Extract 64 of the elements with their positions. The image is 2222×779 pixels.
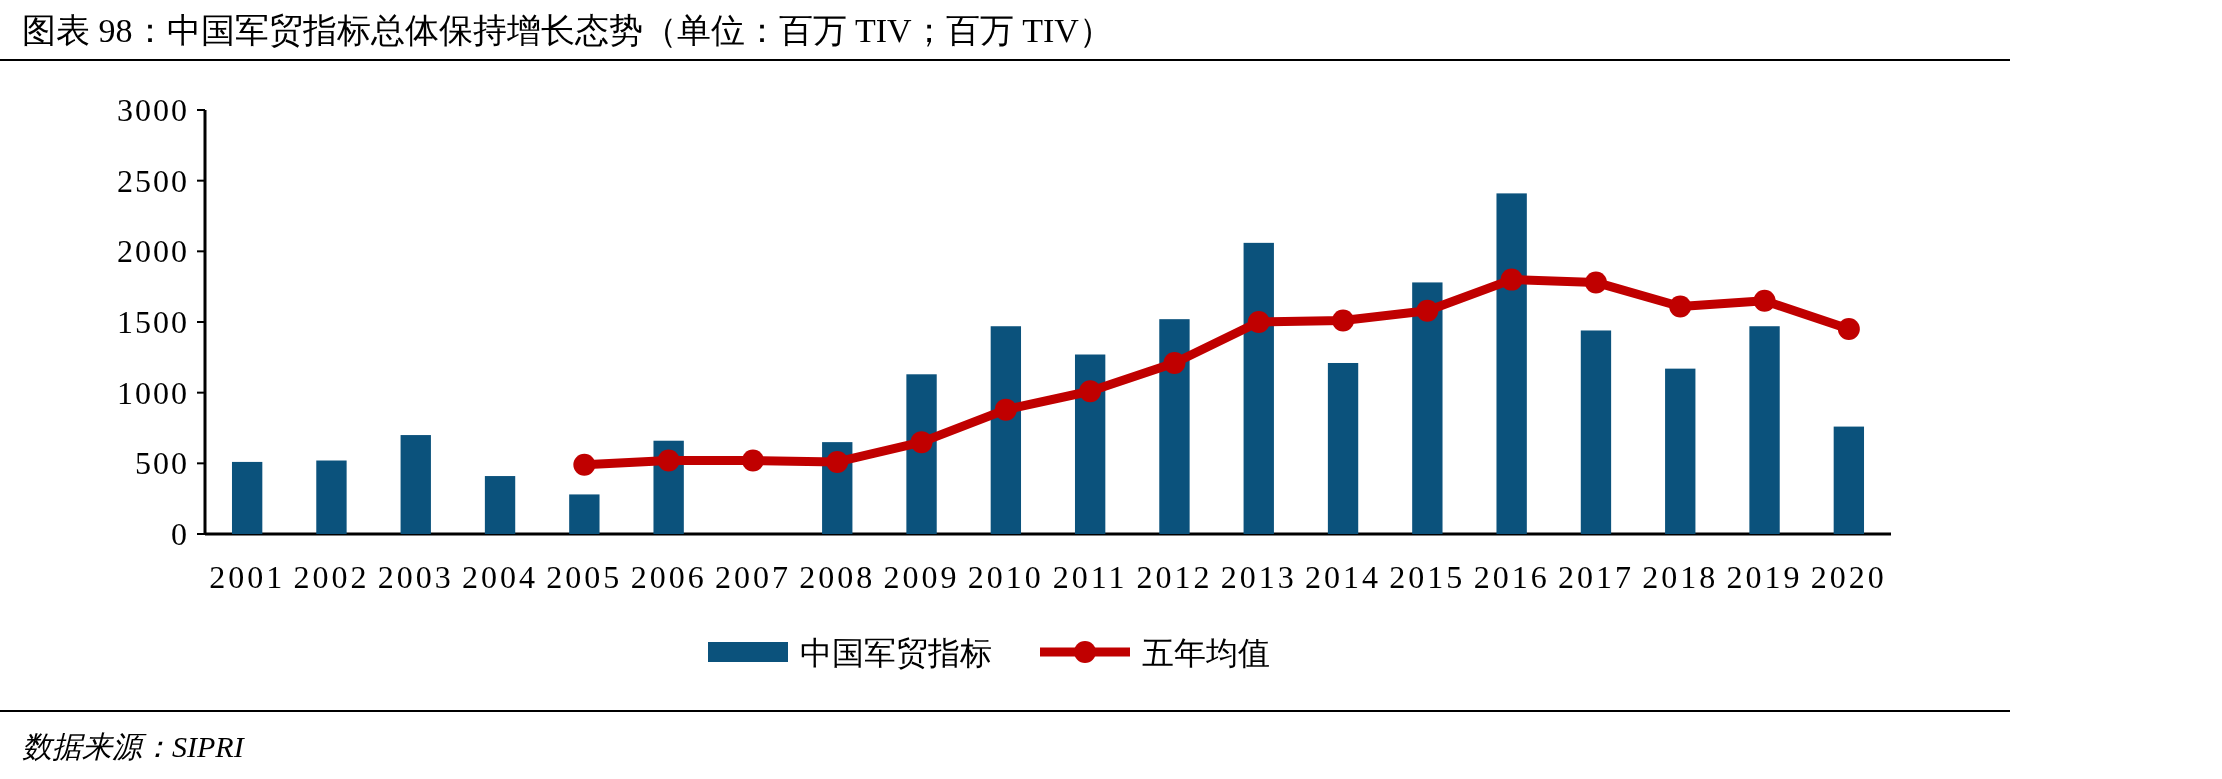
bar: [400, 435, 431, 534]
y-tick-label: 1000: [117, 374, 189, 411]
point: [910, 431, 933, 454]
bar: [906, 374, 937, 534]
point: [1332, 309, 1355, 332]
x-tick-label: 2013: [1220, 559, 1297, 595]
bar: [1243, 242, 1274, 534]
x-tick-label: 2006: [630, 559, 707, 595]
point: [1669, 295, 1692, 318]
bar: [1580, 330, 1612, 534]
x-tick-label: 2011: [1052, 559, 1128, 595]
bar: [231, 461, 263, 534]
legend-label: 中国军贸指标: [800, 635, 992, 671]
point: [1584, 271, 1607, 294]
x-tick-label: 2008: [799, 559, 876, 595]
x-tick-label: 2007: [714, 559, 791, 595]
x-tick-label: 2018: [1642, 559, 1719, 595]
bar: [1074, 354, 1106, 534]
x-tick-label: 2002: [293, 559, 370, 595]
y-tick-label: 1500: [117, 304, 189, 340]
bar: [569, 494, 600, 534]
y-tick-label: 3000: [117, 92, 189, 128]
bar: [316, 460, 347, 534]
x-tick-label: 2005: [546, 559, 623, 595]
x-tick-label: 2012: [1136, 559, 1213, 595]
x-tick-label: 2009: [883, 559, 960, 595]
bar: [1665, 368, 1696, 534]
legend-label: 五年均值: [1142, 635, 1270, 671]
x-tick-label: 2001: [209, 559, 286, 595]
point: [1753, 289, 1776, 312]
y-tick-label: 500: [135, 445, 189, 482]
source-note: 数据来源：SIPRI: [22, 730, 246, 763]
x-tick-label: 2020: [1810, 559, 1887, 595]
y-tick-label: 0: [171, 516, 189, 552]
point: [1416, 299, 1439, 322]
point: [1163, 351, 1186, 374]
x-tick-label: 2014: [1305, 559, 1382, 595]
x-tick-label: 2010: [967, 559, 1044, 595]
point: [573, 453, 596, 476]
x-tick-label: 2003: [377, 559, 454, 595]
bar: [1327, 362, 1359, 534]
bar: [1159, 319, 1190, 534]
bar: [1496, 193, 1527, 534]
point: [1247, 311, 1270, 333]
bar: [1833, 426, 1865, 534]
point: [741, 449, 764, 472]
point: [1079, 380, 1102, 403]
bar: [484, 476, 516, 534]
x-tick-label: 2015: [1389, 559, 1466, 595]
point: [1500, 268, 1523, 291]
x-tick-label: 2004: [462, 559, 539, 595]
bar: [1749, 326, 1780, 534]
x-tick-label: 2017: [1557, 559, 1634, 595]
bar: [1412, 282, 1443, 534]
point: [994, 398, 1017, 421]
y-tick-label: 2500: [117, 162, 189, 199]
point: [1837, 318, 1860, 341]
point: [826, 450, 849, 473]
x-tick-label: 2016: [1473, 559, 1550, 595]
bar: [990, 326, 1022, 534]
chart-title: 图表 98：中国军贸指标总体保持增长态势（单位：百万 TIV；百万 TIV）: [22, 12, 1113, 49]
x-tick-label: 2019: [1726, 559, 1803, 595]
point: [657, 449, 680, 472]
y-tick-label: 2000: [117, 233, 189, 270]
